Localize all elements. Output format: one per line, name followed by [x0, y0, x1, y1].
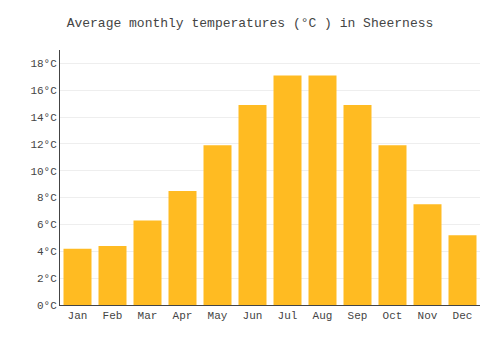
svg-text:2°C: 2°C — [37, 273, 57, 285]
svg-text:12°C: 12°C — [30, 139, 57, 151]
svg-text:14°C: 14°C — [30, 112, 57, 124]
svg-text:Feb: Feb — [103, 310, 123, 322]
svg-text:Jul: Jul — [278, 310, 298, 322]
svg-text:Apr: Apr — [173, 310, 193, 322]
svg-text:Dec: Dec — [453, 310, 473, 322]
svg-text:4°C: 4°C — [37, 246, 57, 258]
svg-text:Jan: Jan — [68, 310, 88, 322]
svg-text:6°C: 6°C — [37, 219, 57, 231]
svg-text:Sep: Sep — [348, 310, 368, 322]
svg-text:16°C: 16°C — [30, 85, 57, 97]
svg-text:Jun: Jun — [243, 310, 263, 322]
svg-text:8°C: 8°C — [37, 192, 57, 204]
svg-text:Nov: Nov — [418, 310, 438, 322]
svg-text:Aug: Aug — [313, 310, 333, 322]
svg-text:18°C: 18°C — [30, 58, 57, 70]
svg-text:May: May — [208, 310, 228, 322]
svg-text:Average monthly temperatures (: Average monthly temperatures (°C ) in Sh… — [67, 16, 434, 31]
svg-text:10°C: 10°C — [30, 166, 57, 178]
svg-text:Mar: Mar — [138, 310, 158, 322]
svg-text:0°C: 0°C — [37, 300, 57, 312]
svg-text:Oct: Oct — [383, 310, 403, 322]
